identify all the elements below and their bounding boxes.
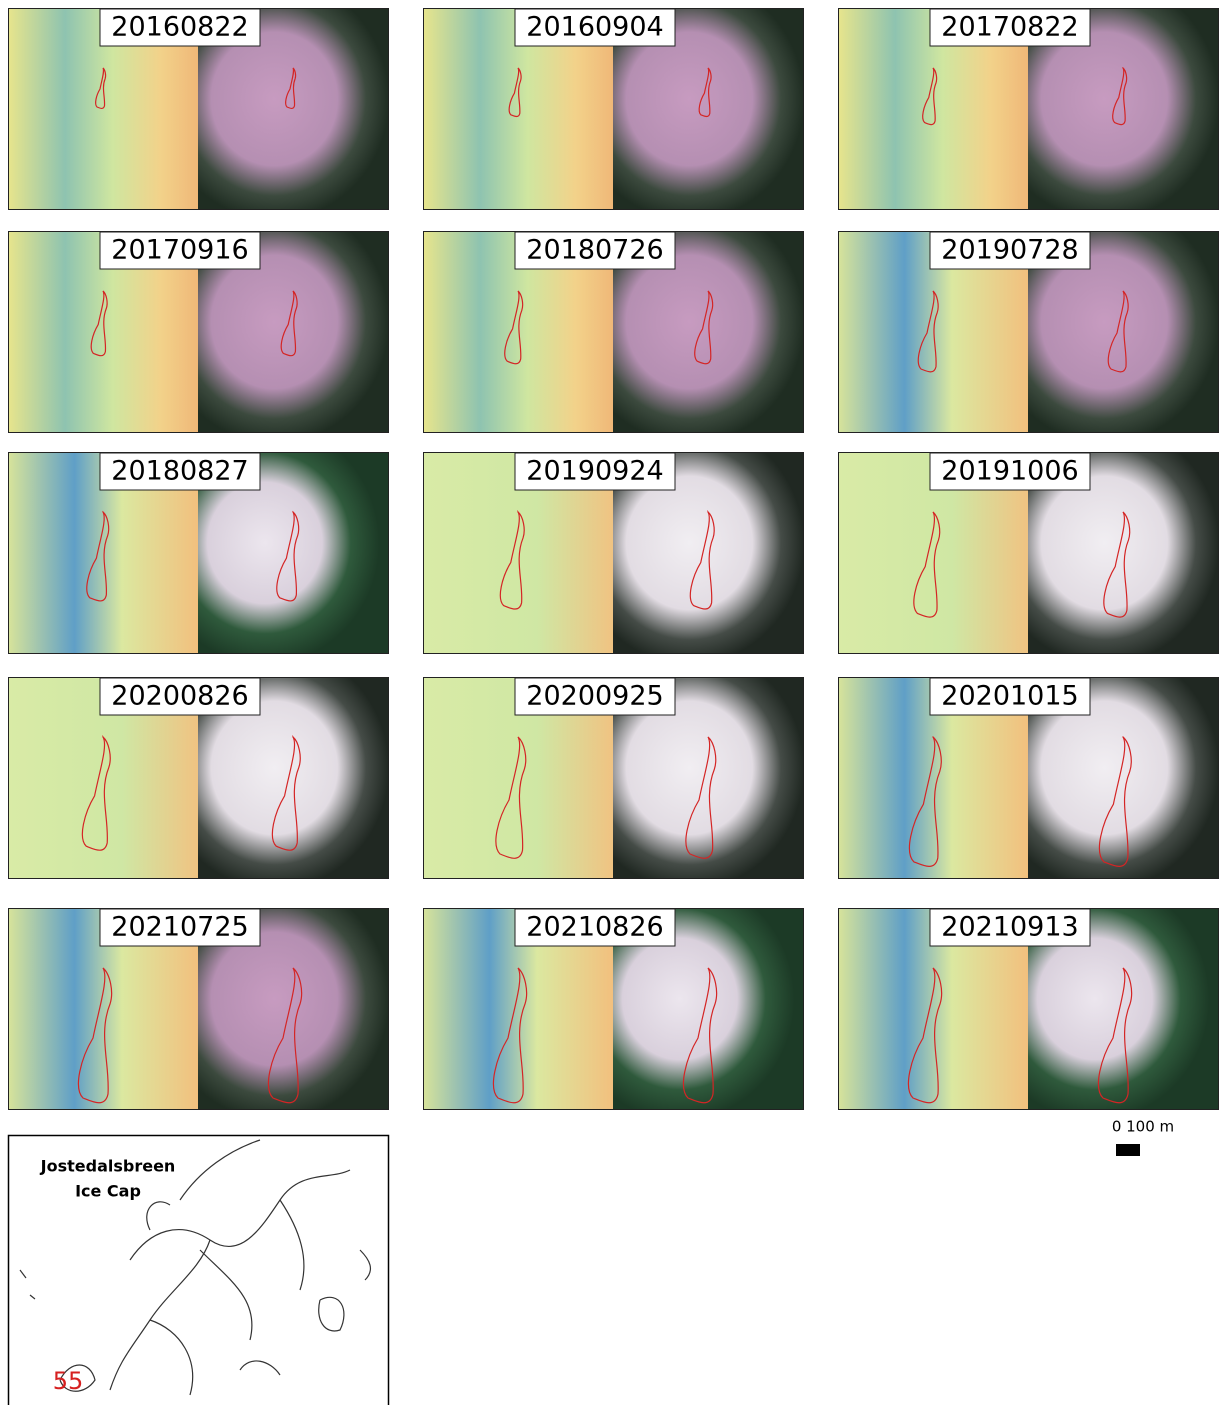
- panel: 20180827: [8, 452, 389, 654]
- inset-title: Jostedalsbreen: [40, 1157, 176, 1176]
- panel: 20191006: [838, 452, 1219, 654]
- date-label: 20210913: [941, 912, 1078, 943]
- panel: 20170916: [8, 231, 389, 433]
- date-label: 20191006: [941, 456, 1078, 487]
- scale-label: 0 100 m: [1112, 1118, 1174, 1136]
- inset-title: Ice Cap: [75, 1182, 141, 1201]
- panel: 20160904: [423, 8, 804, 210]
- date-label: 20180726: [526, 235, 663, 266]
- date-label: 20200925: [526, 681, 663, 712]
- panel: 20180726: [423, 231, 804, 433]
- inset-map: Jostedalsbreen Ice Cap 55: [9, 1136, 389, 1405]
- date-label: 20201015: [941, 681, 1078, 712]
- date-label: 20190728: [941, 235, 1078, 266]
- panel: 20201015: [838, 677, 1219, 879]
- panel: 20200826: [8, 677, 389, 879]
- date-label: 20160822: [111, 12, 248, 43]
- panel: 20210913: [838, 908, 1219, 1110]
- panel: 20200925: [423, 677, 804, 879]
- panel: 20170822: [838, 8, 1219, 210]
- panel: 20210826: [423, 908, 804, 1110]
- date-label: 20210826: [526, 912, 663, 943]
- panel: 20210725: [8, 908, 389, 1110]
- scale-bar: [1116, 1144, 1140, 1156]
- date-label: 20170916: [111, 235, 248, 266]
- date-label: 20180827: [111, 456, 248, 487]
- date-label: 20210725: [111, 912, 248, 943]
- date-label: 20170822: [941, 12, 1078, 43]
- date-label: 20200826: [111, 681, 248, 712]
- panel: 20190924: [423, 452, 804, 654]
- site-marker: 55: [53, 1367, 84, 1395]
- date-label: 20160904: [526, 12, 663, 43]
- panel: 20190728: [838, 231, 1219, 433]
- date-label: 20190924: [526, 456, 663, 487]
- figure: 20160822 20160904 20170822 20170916 20180726…: [0, 0, 1219, 1405]
- panel: 20160822: [8, 8, 389, 210]
- inset-frame: [9, 1136, 389, 1405]
